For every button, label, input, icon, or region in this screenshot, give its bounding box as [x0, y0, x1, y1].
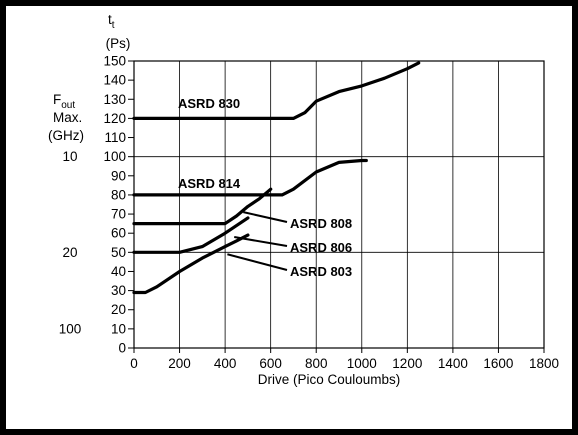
secondary-axis-title-line2: Max. [53, 110, 82, 125]
y-tick-label: 0 [118, 341, 126, 356]
y-axis-title: tt [108, 12, 115, 31]
secondary-axis-tick-label: 10 [62, 149, 77, 164]
y-axis-units: (Ps) [106, 36, 131, 51]
plot-area [133, 60, 545, 349]
secondary-axis-title-main: F [53, 92, 61, 107]
series-line [132, 187, 273, 226]
series-leader-line [227, 253, 288, 271]
series-line [132, 61, 421, 120]
x-tick-label: 400 [214, 356, 237, 371]
secondary-axis-title-line3: (GHz) [48, 128, 84, 143]
y-tick-label: 20 [111, 302, 126, 317]
y-tick-label: 60 [111, 226, 126, 241]
series-line [132, 216, 250, 254]
x-tick-label: 1400 [438, 356, 468, 371]
series-label: ASRD 803 [290, 264, 352, 279]
series-label: ASRD 808 [290, 216, 352, 231]
series-label: ASRD 814 [178, 176, 241, 191]
y-tick-label: 150 [103, 54, 126, 69]
series-line [132, 158, 368, 197]
y-axis-title-main: t [108, 12, 112, 27]
y-tick-label: 80 [111, 187, 126, 202]
series-label: ASRD 806 [290, 240, 352, 255]
secondary-axis-tick-label: 100 [59, 321, 82, 336]
y-tick-label: 10 [111, 321, 126, 336]
x-tick-label: 0 [130, 356, 138, 371]
y-axis-title-sub: t [112, 20, 115, 31]
x-tick-label: 200 [168, 356, 191, 371]
x-tick-label: 600 [259, 356, 282, 371]
series-line [132, 233, 250, 295]
y-tick-label: 30 [111, 283, 126, 298]
y-tick-label: 50 [111, 245, 126, 260]
x-tick-label: 1200 [392, 356, 422, 371]
y-tick-label: 100 [103, 149, 126, 164]
secondary-axis-tick-label: 20 [62, 245, 77, 260]
x-tick-label: 800 [305, 356, 328, 371]
y-tick-label: 140 [103, 73, 126, 88]
y-tick-label: 40 [111, 264, 126, 279]
y-tick-label: 120 [103, 111, 126, 126]
x-tick-label: 1800 [529, 356, 559, 371]
y-tick-label: 130 [103, 92, 126, 107]
secondary-axis-title-sub: out [61, 100, 75, 111]
y-tick-label: 70 [111, 207, 126, 222]
x-tick-label: 1600 [483, 356, 513, 371]
series-leader-line [243, 211, 288, 223]
x-axis-title: Drive (Pico Couloumbs) [258, 372, 401, 387]
secondary-axis-title: Fout [53, 92, 75, 111]
series-label: ASRD 830 [178, 96, 240, 111]
x-tick-label: 1000 [347, 356, 377, 371]
y-tick-label: 110 [104, 130, 126, 145]
y-tick-label: 90 [111, 168, 126, 183]
